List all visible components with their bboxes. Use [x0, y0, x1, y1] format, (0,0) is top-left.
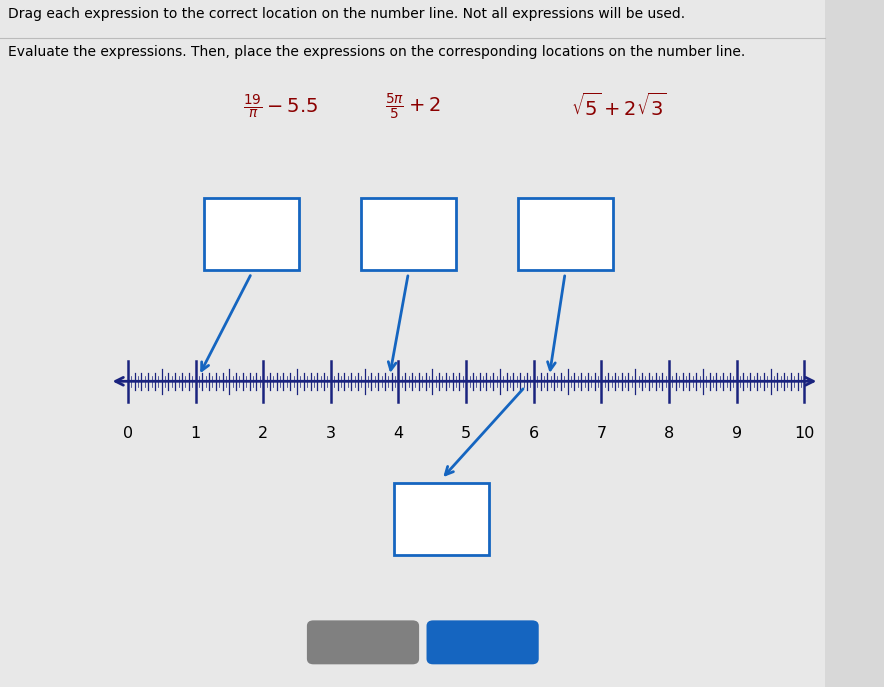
FancyBboxPatch shape [518, 198, 613, 270]
Text: 3: 3 [326, 426, 336, 441]
Text: $\sqrt{5} + 2\sqrt{3}$: $\sqrt{5} + 2\sqrt{3}$ [571, 93, 667, 120]
Text: 1: 1 [190, 426, 201, 441]
Text: 0: 0 [123, 426, 133, 441]
Text: $\frac{5}{7} + \pi$: $\frac{5}{7} + \pi$ [387, 220, 430, 247]
Text: 5: 5 [461, 426, 471, 441]
Text: $\frac{19}{\pi} - 5.5$: $\frac{19}{\pi} - 5.5$ [243, 93, 318, 120]
Text: $\frac{5\pi}{5} + 2$: $\frac{5\pi}{5} + 2$ [385, 91, 440, 122]
Text: Next: Next [462, 635, 503, 650]
FancyBboxPatch shape [307, 620, 419, 664]
FancyBboxPatch shape [0, 0, 825, 687]
FancyBboxPatch shape [394, 482, 489, 555]
FancyBboxPatch shape [426, 620, 538, 664]
Text: 2: 2 [258, 426, 268, 441]
Text: $5\sqrt{7} - 6$: $5\sqrt{7} - 6$ [531, 223, 598, 245]
Text: Reset: Reset [339, 635, 387, 650]
Text: 8: 8 [664, 426, 674, 441]
Text: 7: 7 [597, 426, 606, 441]
FancyBboxPatch shape [361, 198, 456, 270]
Text: 10: 10 [794, 426, 814, 441]
Text: 9: 9 [732, 426, 742, 441]
Text: 4: 4 [393, 426, 403, 441]
Text: Evaluate the expressions. Then, place the expressions on the corresponding locat: Evaluate the expressions. Then, place th… [8, 45, 745, 58]
Text: 6: 6 [529, 426, 539, 441]
FancyBboxPatch shape [204, 198, 299, 270]
Text: Drag each expression to the correct location on the number line. Not all express: Drag each expression to the correct loca… [8, 7, 685, 21]
